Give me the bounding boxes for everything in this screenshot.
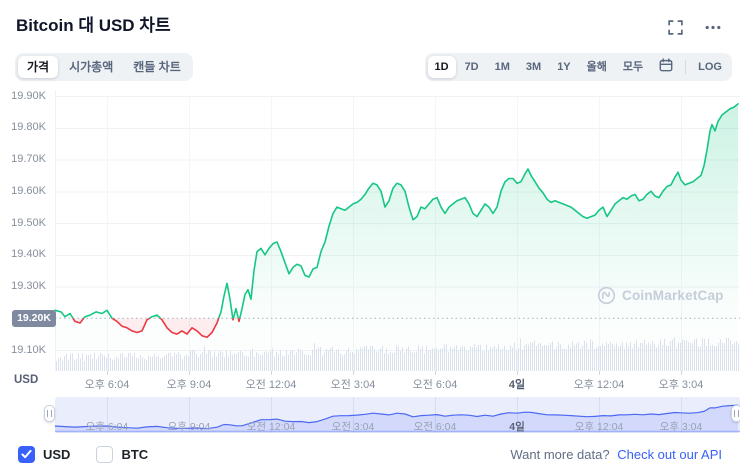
- navigator-axis-label: 오후 9:04: [167, 421, 211, 433]
- chart-type-tab[interactable]: 캔들 차트: [124, 56, 190, 78]
- log-scale-toggle[interactable]: LOG: [691, 56, 729, 78]
- y-axis-label: 19.90K: [11, 89, 46, 102]
- watermark: CoinMarketCap: [597, 286, 724, 305]
- navigator-handle-left[interactable]: [44, 405, 55, 422]
- y-axis-label: 19.10K: [11, 343, 46, 356]
- checkbox-checked-icon[interactable]: [18, 445, 35, 463]
- chart-type-tab[interactable]: 가격: [18, 56, 59, 78]
- time-range-selector: 1D 7D 1M 3M 1Y 올해 모두 LOG: [424, 53, 732, 81]
- navigator-axis-label: 오후 12:04: [574, 421, 624, 433]
- chart-type-tabs: 가격 시가총액 캔들 차트: [15, 53, 193, 81]
- api-promo-text: Want more data?: [510, 446, 610, 462]
- watermark-text: CoinMarketCap: [622, 288, 724, 303]
- checkbox-unchecked-icon[interactable]: [96, 445, 114, 463]
- navigator-axis-label: 오전 12:04: [246, 421, 296, 433]
- range-button-3m[interactable]: 3M: [519, 56, 548, 78]
- axis-unit-label: USD: [14, 374, 39, 386]
- currency-label: USD: [43, 446, 71, 462]
- navigator-axis-label: 오전 3:04: [331, 421, 375, 433]
- toolbar-divider: [685, 60, 687, 74]
- axis-tick-marks: [107, 371, 682, 375]
- footer-bar: USD BTC Want more data? Check out our API: [0, 440, 740, 468]
- currency-label: BTC: [121, 446, 149, 462]
- range-button-모두[interactable]: 모두: [616, 56, 650, 78]
- currency-toggle-usd[interactable]: USD: [18, 445, 71, 463]
- fullscreen-button[interactable]: [666, 19, 684, 35]
- navigator-axis-label: 오전 6:04: [413, 421, 457, 433]
- navigator-axis-label: 오후 3:04: [659, 421, 703, 433]
- x-axis-label: 오전 6:04: [412, 379, 458, 391]
- more-options-button[interactable]: [704, 19, 722, 35]
- api-promo: Want more data? Check out our API: [510, 447, 722, 462]
- navigator-mini-chart: [54, 397, 740, 433]
- coinmarketcap-logo-icon: [597, 286, 616, 305]
- x-axis-label: 오전 12:04: [245, 379, 297, 391]
- price-line-series: [54, 103, 740, 372]
- range-button-올해[interactable]: 올해: [580, 56, 614, 78]
- y-axis-label: 19.30K: [11, 280, 46, 292]
- current-price-badge: 19.20K: [12, 310, 56, 327]
- navigator-handle-right[interactable]: [731, 405, 740, 422]
- y-axis-label: 19.40K: [11, 248, 46, 261]
- range-button-1y[interactable]: 1Y: [550, 56, 577, 78]
- x-axis-label: 오후 6:04: [84, 379, 130, 391]
- fullscreen-icon: [667, 19, 683, 35]
- x-axis-label: 오전 3:04: [330, 379, 376, 391]
- x-axis-label: 오후 12:04: [573, 379, 625, 391]
- currency-toggles: USD BTC: [18, 445, 149, 463]
- navigator-axis-label: 오후 6:04: [85, 421, 129, 433]
- ellipsis-icon: [705, 25, 721, 29]
- currency-toggle-btc[interactable]: BTC: [96, 445, 149, 463]
- y-axis-label: 19.70K: [11, 153, 46, 165]
- range-button-7d[interactable]: 7D: [458, 56, 486, 78]
- x-axis-label: 4일: [508, 379, 526, 391]
- range-button-1m[interactable]: 1M: [488, 56, 517, 78]
- page-title: Bitcoin 대 USD 차트: [16, 16, 171, 35]
- chart-type-tab[interactable]: 시가총액: [60, 56, 122, 78]
- x-axis-label: 오후 9:04: [166, 379, 212, 391]
- api-link[interactable]: Check out our API: [617, 446, 722, 462]
- range-button-1d[interactable]: 1D: [427, 56, 456, 78]
- y-axis-label: 19.50K: [11, 216, 46, 229]
- navigator-axis-label: 4일: [509, 421, 525, 433]
- calendar-button[interactable]: [652, 55, 680, 80]
- y-axis-label: 19.60K: [11, 184, 46, 197]
- y-axis-label: 19.80K: [11, 121, 46, 134]
- calendar-icon: [659, 57, 673, 71]
- x-axis-label: 오후 3:04: [658, 379, 704, 391]
